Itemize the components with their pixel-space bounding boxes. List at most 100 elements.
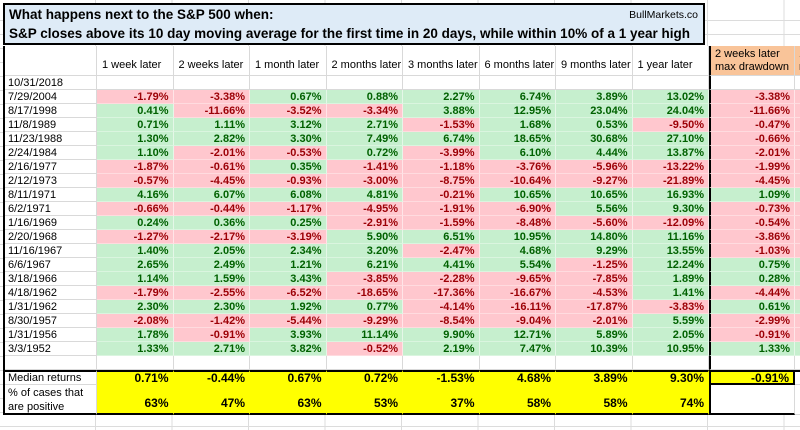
date-cell[interactable]: 8/17/1998 xyxy=(5,104,97,118)
return-cell[interactable]: -2.08% xyxy=(97,314,174,328)
return-cell[interactable]: 12.71% xyxy=(479,328,556,342)
return-cell[interactable]: 5.59% xyxy=(632,314,709,328)
positive-value-cell[interactable]: 37% xyxy=(403,385,480,415)
date-cell[interactable]: 7/29/2004 xyxy=(5,90,97,104)
return-cell[interactable]: 4.16% xyxy=(97,188,174,202)
return-cell[interactable]: -8.48% xyxy=(479,216,556,230)
positive-label[interactable]: % of cases that are positive xyxy=(5,385,97,415)
drawdown-cell[interactable]: -2.99% xyxy=(709,314,795,328)
return-cell[interactable]: 4.81% xyxy=(326,188,403,202)
return-cell[interactable]: -0.52% xyxy=(326,342,403,356)
return-cell[interactable]: -10.64% xyxy=(479,174,556,188)
column-header-5[interactable]: 3 months later xyxy=(403,46,480,76)
positive-value-cell[interactable]: 53% xyxy=(326,385,403,415)
return-cell[interactable]: -3.34% xyxy=(326,104,403,118)
return-cell[interactable]: 1.78% xyxy=(97,328,174,342)
clipped-cell[interactable] xyxy=(795,160,800,174)
column-header-4[interactable]: 2 months later xyxy=(326,46,403,76)
return-cell[interactable]: 9.29% xyxy=(556,244,633,258)
return-cell[interactable]: -4.95% xyxy=(326,202,403,216)
return-cell[interactable]: -3.85% xyxy=(326,272,403,286)
gap-cell[interactable] xyxy=(173,356,250,370)
return-cell[interactable]: -9.27% xyxy=(556,174,633,188)
return-cell[interactable]: 2.19% xyxy=(403,342,480,356)
clipped-cell[interactable] xyxy=(795,146,800,160)
return-cell[interactable]: -3.38% xyxy=(173,90,250,104)
clipped-cell[interactable] xyxy=(795,342,800,356)
return-cell[interactable]: -6.52% xyxy=(250,286,327,300)
return-cell[interactable]: 1.33% xyxy=(97,342,174,356)
return-cell[interactable]: 1.30% xyxy=(97,132,174,146)
drawdown-cell[interactable]: -4.45% xyxy=(709,174,795,188)
empty-return-cell[interactable] xyxy=(632,76,709,90)
return-cell[interactable]: 3.30% xyxy=(250,132,327,146)
clipped-cell[interactable] xyxy=(795,300,800,314)
return-cell[interactable]: -4.53% xyxy=(556,286,633,300)
gap-cell[interactable] xyxy=(632,356,709,370)
return-cell[interactable]: 9.30% xyxy=(632,202,709,216)
positive-drawdown-cell[interactable] xyxy=(709,385,795,415)
return-cell[interactable]: -1.87% xyxy=(97,160,174,174)
return-cell[interactable]: -1.18% xyxy=(403,160,480,174)
return-cell[interactable]: 23.04% xyxy=(556,104,633,118)
return-cell[interactable]: -2.55% xyxy=(173,286,250,300)
clipped-cell[interactable] xyxy=(795,272,800,286)
empty-return-cell[interactable] xyxy=(97,76,174,90)
date-cell[interactable]: 3/18/1966 xyxy=(5,272,97,286)
return-cell[interactable]: 2.49% xyxy=(173,258,250,272)
return-cell[interactable]: -9.04% xyxy=(479,314,556,328)
median-value-cell[interactable]: 0.67% xyxy=(250,370,327,385)
clipped-cell[interactable] xyxy=(795,132,800,146)
return-cell[interactable]: -9.65% xyxy=(479,272,556,286)
positive-value-cell[interactable]: 47% xyxy=(173,385,250,415)
drawdown-cell[interactable]: 1.09% xyxy=(709,188,795,202)
clipped-cell[interactable] xyxy=(795,188,800,202)
return-cell[interactable]: 11.14% xyxy=(326,328,403,342)
clipped-cell[interactable] xyxy=(795,76,800,90)
return-cell[interactable]: 1.68% xyxy=(479,118,556,132)
return-cell[interactable]: -1.42% xyxy=(173,314,250,328)
return-cell[interactable]: -12.09% xyxy=(632,216,709,230)
return-cell[interactable]: -1.27% xyxy=(97,230,174,244)
return-cell[interactable]: 27.10% xyxy=(632,132,709,146)
return-cell[interactable]: -1.79% xyxy=(97,90,174,104)
return-cell[interactable]: 5.89% xyxy=(556,328,633,342)
return-cell[interactable]: 1.10% xyxy=(97,146,174,160)
return-cell[interactable]: 0.53% xyxy=(556,118,633,132)
return-cell[interactable]: -3.19% xyxy=(250,230,327,244)
return-cell[interactable]: 6.07% xyxy=(173,188,250,202)
return-cell[interactable]: 10.65% xyxy=(479,188,556,202)
return-cell[interactable]: 13.55% xyxy=(632,244,709,258)
return-cell[interactable]: -3.99% xyxy=(403,146,480,160)
return-cell[interactable]: 1.41% xyxy=(632,286,709,300)
empty-return-cell[interactable] xyxy=(250,76,327,90)
empty-drawdown-cell[interactable] xyxy=(709,76,795,90)
return-cell[interactable]: 2.27% xyxy=(403,90,480,104)
return-cell[interactable]: 2.71% xyxy=(173,342,250,356)
return-cell[interactable]: 0.72% xyxy=(326,146,403,160)
return-cell[interactable]: 0.67% xyxy=(250,90,327,104)
median-value-cell[interactable]: -0.44% xyxy=(173,370,250,385)
drawdown-cell[interactable]: -0.66% xyxy=(709,132,795,146)
return-cell[interactable]: 2.34% xyxy=(250,244,327,258)
return-cell[interactable]: -1.91% xyxy=(403,202,480,216)
date-cell[interactable]: 8/11/1971 xyxy=(5,188,97,202)
return-cell[interactable]: 0.88% xyxy=(326,90,403,104)
return-cell[interactable]: 1.11% xyxy=(173,118,250,132)
column-header-1[interactable]: 1 week later xyxy=(97,46,174,76)
clipped-cell[interactable] xyxy=(795,230,800,244)
date-cell[interactable]: 11/16/1967 xyxy=(5,244,97,258)
clipped-cell[interactable] xyxy=(795,286,800,300)
return-cell[interactable]: -8.75% xyxy=(403,174,480,188)
column-header-6[interactable]: 6 months later xyxy=(479,46,556,76)
return-cell[interactable]: 0.41% xyxy=(97,104,174,118)
median-label[interactable]: Median returns xyxy=(5,370,97,385)
return-cell[interactable]: 10.65% xyxy=(556,188,633,202)
drawdown-cell[interactable]: 0.75% xyxy=(709,258,795,272)
return-cell[interactable]: 1.89% xyxy=(632,272,709,286)
date-cell[interactable]: 8/30/1957 xyxy=(5,314,97,328)
return-cell[interactable]: -5.60% xyxy=(556,216,633,230)
return-cell[interactable]: -0.66% xyxy=(97,202,174,216)
return-cell[interactable]: 10.95% xyxy=(632,342,709,356)
date-cell[interactable]: 2/20/1968 xyxy=(5,230,97,244)
